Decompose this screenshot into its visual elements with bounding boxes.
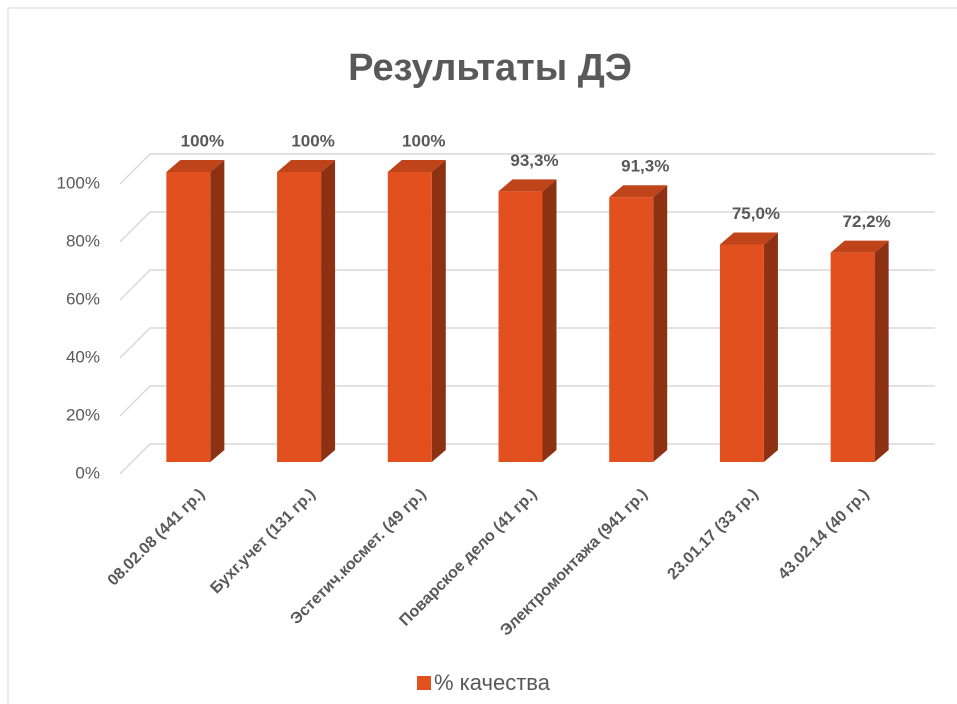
bar-top xyxy=(719,232,778,245)
bar xyxy=(830,240,889,462)
bar-side xyxy=(542,179,557,462)
x-tick-label: 43.02.14 (40 гр.) xyxy=(775,486,872,583)
data-label: 100% xyxy=(181,131,224,150)
bar-side xyxy=(431,160,446,462)
bar-top xyxy=(498,179,557,192)
grid-line xyxy=(119,385,935,417)
x-tick-label: 23.01.17 (33 гр.) xyxy=(665,486,762,583)
data-label: 75,0% xyxy=(732,204,780,223)
bar-front xyxy=(609,197,654,463)
bar xyxy=(387,160,446,462)
bar-front xyxy=(277,172,322,462)
bar-top xyxy=(830,240,889,253)
bar xyxy=(609,185,668,463)
data-label: 93,3% xyxy=(510,151,558,170)
data-label: 100% xyxy=(402,131,445,150)
grid-line xyxy=(119,211,935,243)
grid-line xyxy=(119,443,935,475)
grid-line xyxy=(119,153,935,185)
y-tick-label: 40% xyxy=(66,347,100,366)
y-tick-label: 80% xyxy=(66,231,100,250)
bar-top xyxy=(166,160,225,172)
y-tick-label: 100% xyxy=(57,173,100,192)
grid-line xyxy=(119,269,935,301)
bar-front xyxy=(387,172,432,462)
bar-side xyxy=(874,240,889,462)
bar-front xyxy=(719,244,764,462)
bar-side xyxy=(321,160,336,462)
bar-front xyxy=(166,172,211,462)
bar-front xyxy=(498,191,543,462)
bar-side xyxy=(653,185,668,463)
legend-swatch xyxy=(417,676,431,690)
bar-side xyxy=(210,160,225,462)
data-label: 91,3% xyxy=(621,157,669,176)
bar-top xyxy=(277,160,336,172)
y-tick-label: 0% xyxy=(75,463,100,482)
bar-top xyxy=(609,185,668,198)
legend-label: % качества xyxy=(434,670,551,695)
y-tick-label: 20% xyxy=(66,405,100,424)
bar-front xyxy=(830,252,875,462)
x-tick-label: Бухг.учет (131 гр.) xyxy=(207,486,318,597)
bar xyxy=(498,179,557,462)
bar xyxy=(166,160,225,462)
x-tick-label: 08.02.08 (441 гр.) xyxy=(105,486,209,590)
data-label: 100% xyxy=(291,131,334,150)
chart-frame xyxy=(7,7,957,704)
bar xyxy=(719,232,778,462)
bar-side xyxy=(763,232,778,462)
bar xyxy=(277,160,336,462)
chart-title: Результаты ДЭ xyxy=(348,47,632,89)
y-tick-label: 60% xyxy=(66,289,100,308)
grid-line xyxy=(119,327,935,359)
bar-top xyxy=(387,160,446,172)
data-label: 72,2% xyxy=(843,212,891,231)
